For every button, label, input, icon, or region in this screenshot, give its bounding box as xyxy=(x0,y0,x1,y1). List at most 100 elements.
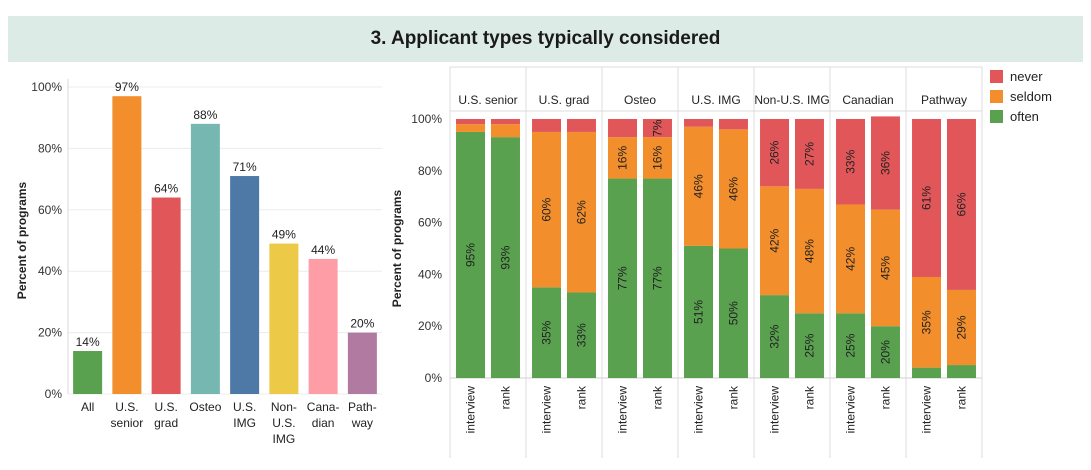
left-y-tick-label: 60% xyxy=(38,203,62,217)
stacked-segment-often xyxy=(684,245,714,378)
segment-value-label: 7% xyxy=(650,119,664,137)
left-category-label: All xyxy=(81,400,94,414)
stacked-segment-seldom xyxy=(912,276,942,368)
stacked-segment-seldom xyxy=(608,137,638,179)
left-bar xyxy=(151,197,181,394)
left-category-label: U.S. xyxy=(115,400,138,414)
segment-value-label: 77% xyxy=(650,266,664,290)
left-bar-value-label: 14% xyxy=(76,335,100,349)
stacked-segment-never xyxy=(718,119,748,130)
left-y-tick-label: 0% xyxy=(45,387,63,401)
left-bar xyxy=(230,176,260,394)
x-category-label: interview xyxy=(692,386,706,434)
right-y-tick-label: 40% xyxy=(418,267,442,281)
right-y-tick-label: 20% xyxy=(418,319,442,333)
left-category-label: IMG xyxy=(273,432,296,446)
stacked-segment-never xyxy=(532,119,562,132)
segment-value-label: 46% xyxy=(726,177,740,201)
stacked-segment-often xyxy=(532,287,562,378)
segment-value-label: 48% xyxy=(802,239,816,263)
left-category-label: dian xyxy=(312,416,335,430)
x-category-label: rank xyxy=(574,385,588,409)
segment-value-label: 60% xyxy=(540,197,554,221)
segment-value-label: 16% xyxy=(616,146,630,170)
stacked-segment-often xyxy=(836,313,866,378)
stacked-segment-never xyxy=(456,119,486,125)
left-y-tick-label: 80% xyxy=(38,141,62,155)
stacked-segment-never xyxy=(490,119,520,125)
legend-swatch-seldom xyxy=(990,90,1003,103)
stacked-segment-seldom xyxy=(718,129,748,249)
stacked-segment-seldom xyxy=(946,289,976,366)
segment-value-label: 51% xyxy=(692,300,706,324)
segment-value-label: 42% xyxy=(844,247,858,271)
stacked-segment-seldom xyxy=(642,137,672,179)
group-header-label: Pathway xyxy=(921,93,967,107)
stacked-segment-seldom xyxy=(760,186,790,296)
stacked-segment-never xyxy=(566,119,596,132)
segment-value-label: 36% xyxy=(878,151,892,175)
stacked-segment-never xyxy=(870,116,900,210)
segment-value-label: 20% xyxy=(878,340,892,364)
stacked-segment-often xyxy=(912,367,942,378)
legend-label: never xyxy=(1010,69,1043,84)
title-banner: 3. Applicant types typically considered xyxy=(8,16,1083,62)
stacked-segment-often xyxy=(608,178,638,378)
left-bar-value-label: 49% xyxy=(272,228,296,242)
stacked-segment-often xyxy=(566,292,596,378)
left-category-label: U.S. xyxy=(233,400,256,414)
stacked-segment-never xyxy=(608,119,638,138)
stacked-segment-seldom xyxy=(456,124,486,132)
stacked-segment-seldom xyxy=(490,124,520,138)
segment-value-label: 16% xyxy=(650,146,664,170)
stacked-segment-seldom xyxy=(794,188,824,314)
segment-value-label: 25% xyxy=(802,333,816,357)
stacked-segment-often xyxy=(490,137,520,378)
segment-value-label: 50% xyxy=(726,301,740,325)
segment-value-label: 32% xyxy=(768,324,782,348)
legend-label: often xyxy=(1010,109,1039,124)
segment-value-label: 61% xyxy=(920,186,934,210)
group-header-label: Non-U.S. IMG xyxy=(754,93,829,107)
left-category-label: senior xyxy=(111,416,144,430)
group-header-label: Canadian xyxy=(842,93,893,107)
stacked-segment-seldom xyxy=(532,131,562,288)
stacked-segment-seldom xyxy=(684,126,714,246)
stacked-segment-often xyxy=(642,178,672,378)
left-bar-value-label: 88% xyxy=(193,108,217,122)
left-bar-value-label: 20% xyxy=(350,317,374,331)
stacked-segment-seldom xyxy=(836,204,866,314)
left-category-label: U.S. xyxy=(272,416,295,430)
x-category-label: rank xyxy=(650,385,664,409)
left-y-axis-title: Percent of programs xyxy=(15,181,29,299)
right-y-tick-label: 80% xyxy=(418,164,442,178)
left-y-tick-label: 20% xyxy=(38,326,62,340)
x-category-label: rank xyxy=(878,385,892,409)
left-bar-value-label: 97% xyxy=(115,80,139,94)
left-category-label: Non- xyxy=(271,400,297,414)
x-category-label: interview xyxy=(616,386,630,434)
segment-value-label: 77% xyxy=(616,266,630,290)
stacked-segment-never xyxy=(836,119,866,205)
stacked-segment-never xyxy=(794,119,824,189)
x-category-label: interview xyxy=(844,386,858,434)
x-category-label: interview xyxy=(920,386,934,434)
right-y-axis-title: Percent of programs xyxy=(390,189,404,307)
stacked-segment-seldom xyxy=(870,209,900,327)
left-y-tick-label: 100% xyxy=(31,80,62,94)
x-category-label: interview xyxy=(464,386,478,434)
segment-value-label: 27% xyxy=(802,142,816,166)
left-category-label: Cana- xyxy=(307,400,340,414)
stacked-segment-often xyxy=(456,131,486,378)
right-y-tick-label: 60% xyxy=(418,216,442,230)
left-bar xyxy=(112,96,142,395)
x-category-label: rank xyxy=(802,385,816,409)
stacked-segment-seldom xyxy=(566,131,596,293)
left-bar xyxy=(308,258,338,394)
left-bar-value-label: 44% xyxy=(311,243,335,257)
stacked-segment-never xyxy=(642,119,672,138)
group-header-label: Osteo xyxy=(624,93,656,107)
legend-swatch-often xyxy=(990,110,1003,123)
segment-value-label: 33% xyxy=(844,149,858,173)
